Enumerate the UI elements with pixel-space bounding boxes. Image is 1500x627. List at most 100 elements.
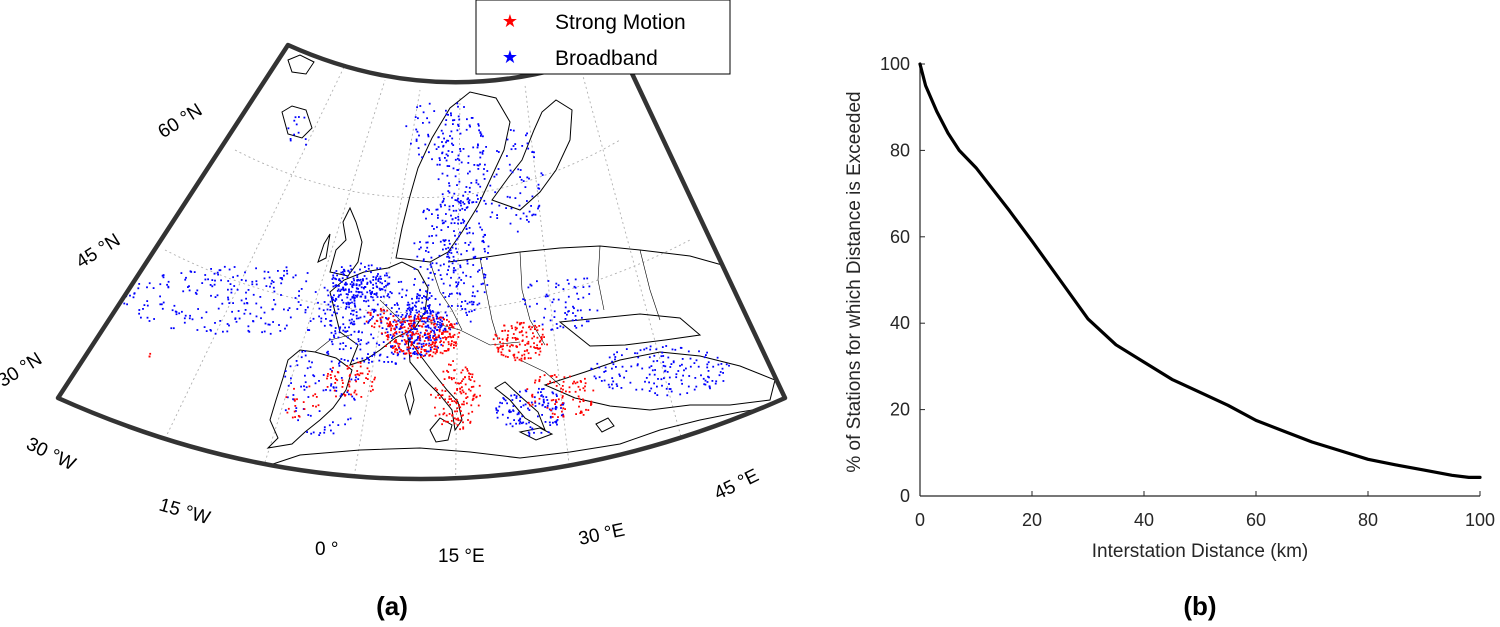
- broadband-station-marker: [468, 301, 471, 304]
- broadband-station-marker: [348, 306, 350, 309]
- broadband-station-marker: [653, 354, 656, 357]
- broadband-station-marker: [371, 355, 373, 357]
- broadband-station-marker: [372, 337, 375, 340]
- broadband-station-marker: [350, 347, 352, 350]
- broadband-station-marker: [277, 270, 279, 272]
- broadband-station-marker: [611, 383, 613, 386]
- map-frame: [55, 42, 788, 482]
- broadband-station-marker: [547, 280, 550, 282]
- strong-motion-station-marker: [507, 330, 510, 332]
- broadband-station-marker: [542, 395, 545, 398]
- broadband-station-marker: [329, 320, 332, 322]
- broadband-station-marker: [244, 309, 247, 311]
- strong-motion-station-marker: [405, 342, 408, 345]
- broadband-station-marker: [372, 283, 374, 286]
- broadband-station-marker: [448, 208, 451, 211]
- broadband-station-marker: [442, 316, 444, 319]
- broadband-station-marker: [453, 119, 456, 121]
- broadband-station-marker: [476, 146, 479, 149]
- broadband-station-marker: [376, 286, 379, 289]
- broadband-station-marker: [228, 324, 230, 327]
- broadband-station-marker: [307, 414, 310, 416]
- broadband-station-marker: [251, 283, 254, 286]
- broadband-station-marker: [472, 285, 475, 288]
- broadband-station-marker: [379, 267, 382, 270]
- broadband-station-marker: [389, 334, 392, 336]
- broadband-station-marker: [717, 363, 720, 366]
- broadband-station-marker: [336, 274, 338, 277]
- broadband-station-marker: [415, 305, 417, 308]
- broadband-station-marker: [426, 268, 429, 271]
- lon-label-15w: 15 °W: [157, 495, 213, 530]
- broadband-station-marker: [447, 255, 450, 258]
- broadband-station-marker: [456, 305, 459, 307]
- broadband-station-marker: [418, 297, 420, 300]
- broadband-station-marker: [396, 304, 399, 306]
- strong-motion-station-marker: [432, 341, 435, 344]
- broadband-station-marker: [409, 338, 412, 340]
- broadband-station-marker: [409, 347, 412, 350]
- strong-motion-station-marker: [409, 330, 412, 333]
- broadband-station-marker: [612, 380, 615, 383]
- strong-motion-station-marker: [411, 337, 413, 340]
- broadband-station-marker: [469, 125, 471, 128]
- broadband-station-marker: [600, 380, 603, 382]
- broadband-station-marker: [477, 183, 480, 186]
- broadband-station-marker: [330, 296, 333, 298]
- strong-motion-station-marker: [427, 332, 429, 335]
- broadband-station-marker: [575, 326, 578, 329]
- broadband-station-marker: [246, 302, 248, 304]
- strong-motion-station-marker: [453, 346, 455, 349]
- strong-motion-station-marker: [561, 395, 564, 397]
- broadband-station-marker: [347, 336, 349, 339]
- broadband-station-marker: [410, 142, 412, 145]
- broadband-station-marker: [283, 274, 285, 277]
- broadband-station-marker: [466, 302, 469, 305]
- broadband-station-marker: [405, 309, 408, 312]
- broadband-station-marker: [534, 401, 537, 404]
- strong-motion-station-marker: [392, 346, 395, 349]
- strong-motion-station-marker: [465, 397, 468, 399]
- broadband-station-marker: [394, 362, 397, 365]
- broadband-station-marker: [675, 376, 678, 379]
- strong-motion-station-marker: [464, 376, 466, 379]
- strong-motion-station-marker: [337, 371, 340, 374]
- broadband-station-marker: [251, 280, 254, 283]
- broadband-station-marker: [429, 271, 432, 274]
- broadband-station-marker: [473, 257, 476, 259]
- strong-motion-station-marker: [447, 420, 449, 423]
- broadband-station-marker: [461, 301, 463, 303]
- strong-motion-station-marker: [436, 349, 438, 352]
- broadband-station-marker: [615, 383, 618, 386]
- strong-motion-station-marker: [443, 350, 446, 352]
- broadband-station-marker: [477, 144, 479, 147]
- broadband-station-marker: [428, 307, 430, 310]
- broadband-station-marker: [636, 352, 639, 355]
- strong-motion-station-marker: [418, 318, 420, 321]
- strong-motion-station-marker: [448, 395, 451, 398]
- broadband-station-marker: [338, 294, 340, 297]
- broadband-station-marker: [300, 288, 303, 290]
- strong-motion-station-marker: [574, 390, 577, 393]
- strong-motion-station-marker: [506, 338, 508, 341]
- broadband-station-marker: [451, 246, 454, 249]
- broadband-station-marker: [245, 291, 247, 294]
- strong-motion-station-marker: [518, 358, 521, 361]
- broadband-station-marker: [528, 432, 531, 435]
- strong-motion-station-marker: [410, 322, 412, 325]
- broadband-station-marker: [522, 180, 525, 182]
- broadband-station-marker: [564, 301, 567, 304]
- broadband-station-marker: [214, 279, 216, 282]
- broadband-station-marker: [456, 129, 459, 132]
- broadband-station-marker: [425, 298, 428, 300]
- broadband-station-marker: [618, 373, 621, 376]
- broadband-station-marker: [665, 387, 668, 390]
- broadband-station-marker: [436, 163, 439, 166]
- broadband-station-marker: [666, 394, 669, 397]
- broadband-station-marker: [335, 390, 338, 392]
- strong-motion-station-marker: [436, 388, 438, 391]
- strong-motion-station-marker: [462, 378, 465, 381]
- broadband-station-marker: [371, 292, 373, 294]
- broadband-station-marker: [236, 274, 239, 277]
- broadband-station-marker: [344, 326, 346, 329]
